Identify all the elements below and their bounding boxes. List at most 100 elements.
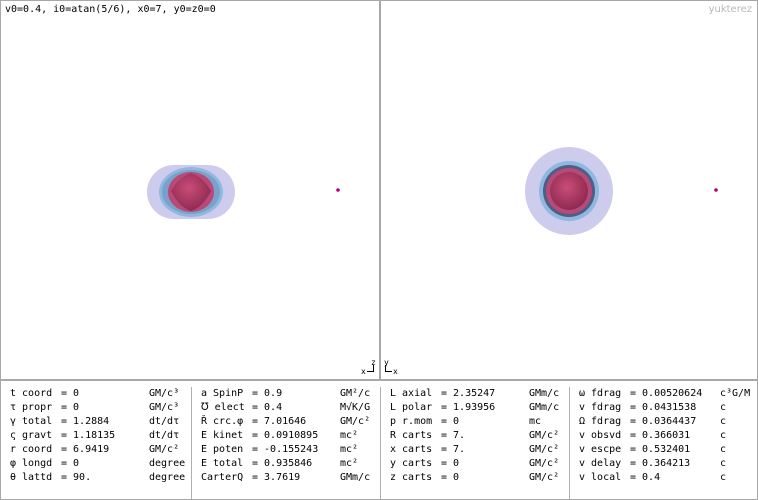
readout-unit: degree <box>149 472 186 483</box>
readout-label: v fdrag <box>579 402 622 413</box>
readout-unit: GM/c³ <box>149 402 180 413</box>
readout-label: ς gravt <box>10 430 53 441</box>
readout-row: t coord = 0 GM/c³ <box>1 387 191 401</box>
readout-label: E kinet <box>201 430 244 441</box>
readout-column-4: ω fdrag = 0.00520624 c³G/M v fdrag = 0.04315… <box>569 387 758 499</box>
axis-label-z: z <box>371 358 376 367</box>
readout-row: v fdrag = 0.0431538 c <box>570 401 758 415</box>
readout-unit: c <box>720 444 727 455</box>
readout-label: ω fdrag <box>579 388 622 399</box>
readout-unit: GMm/c <box>340 472 371 483</box>
readout-unit: M√K/G <box>340 402 371 413</box>
test-particle <box>336 188 340 192</box>
readout-row: v delay = 0.364213 c <box>570 457 758 471</box>
horizontal-divider <box>1 379 757 381</box>
readout-row: x carts = 7. GM/c² <box>381 443 570 457</box>
readout-row: ς gravt = 1.18135 dt/dτ <box>1 429 191 443</box>
readout-value: = 1.93956 <box>441 402 496 413</box>
readout-row: v local = 0.4 c <box>570 471 758 485</box>
readout-unit: mc² <box>340 430 359 441</box>
readout-unit: mc <box>529 416 542 427</box>
readout-row: ℧ elect = 0.4 M√K/G <box>192 401 381 415</box>
watermark: yukterez <box>708 4 752 15</box>
readout-row: Ω fdrag = 0.0364437 c <box>570 415 758 429</box>
readout-unit: GM/c² <box>149 444 180 455</box>
readout-label: φ longd <box>10 458 53 469</box>
readout-value: = 3.7619 <box>252 472 301 483</box>
readout-value: = 1.18135 <box>61 430 116 441</box>
readout-value: = 7. <box>441 430 466 441</box>
readout-row: E poten = -0.155243 mc² <box>192 443 381 457</box>
side-view-xz[interactable]: v0=0.4, i0=atan(5/6), x0=7, y0=z0=0 z x <box>1 1 381 379</box>
readout-label: τ propr <box>10 402 53 413</box>
readout-unit: GM/c³ <box>149 388 180 399</box>
readout-row: φ longd = 0 degree <box>1 457 191 471</box>
readout-label: v delay <box>579 458 622 469</box>
readout-unit: GM/c² <box>529 430 560 441</box>
readout-row: τ propr = 0 GM/c³ <box>1 401 191 415</box>
readout-value: = 0.4 <box>252 402 283 413</box>
readout-unit: c <box>720 472 727 483</box>
readout-value: = 2.35247 <box>441 388 496 399</box>
readout-unit: GMm/c <box>529 388 560 399</box>
readout-value: = 0 <box>61 402 80 413</box>
readout-row: E total = 0.935846 mc² <box>192 457 381 471</box>
top-view-xy[interactable]: yukterez y x <box>381 1 757 379</box>
readout-label: r coord <box>10 444 53 455</box>
readout-label: x carts <box>390 444 433 455</box>
readout-label: θ lattd <box>10 472 53 483</box>
readout-value: = 0.532401 <box>630 444 691 455</box>
side-view-scene <box>147 165 340 219</box>
readout-row: θ lattd = 90. degree <box>1 471 191 485</box>
readout-value: = 0.9 <box>252 388 283 399</box>
readout-unit: GM/c² <box>340 416 371 427</box>
readout-row: L polar = 1.93956 GMm/c <box>381 401 570 415</box>
readout-column-2: a SpinP = 0.9 GM²/c ℧ elect = 0.4 M√K/G Ř crc.… <box>191 387 381 499</box>
readout-value: = 0.0364437 <box>630 416 697 427</box>
readout-value: = -0.155243 <box>252 444 319 455</box>
simulation-parameters: v0=0.4, i0=atan(5/6), x0=7, y0=z0=0 <box>5 4 216 15</box>
readout-unit: dt/dτ <box>149 430 180 441</box>
readout-value: = 0 <box>61 458 80 469</box>
axis-label-x: x <box>393 367 398 376</box>
readout-value: = 0.935846 <box>252 458 313 469</box>
readout-unit: c <box>720 402 727 413</box>
readout-label: γ total <box>10 416 53 427</box>
readout-value: = 0 <box>61 388 80 399</box>
readout-value: = 0.0910895 <box>252 430 319 441</box>
readout-label: a SpinP <box>201 388 244 399</box>
readout-unit: GM/c² <box>529 472 560 483</box>
readout-label: Ω fdrag <box>579 416 622 427</box>
readout-label: t coord <box>10 388 53 399</box>
readout-label: E poten <box>201 444 244 455</box>
readout-unit: mc² <box>340 444 359 455</box>
readout-value: = 6.9419 <box>61 444 110 455</box>
readout-row: ω fdrag = 0.00520624 c³G/M <box>570 387 758 401</box>
readout-row: p r.mom = 0 mc <box>381 415 570 429</box>
readout-label: v obsvd <box>579 430 622 441</box>
readout-value: = 0 <box>441 472 460 483</box>
readout-label: p r.mom <box>390 416 433 427</box>
readout-unit: GMm/c <box>529 402 560 413</box>
readout-value: = 0.366031 <box>630 430 691 441</box>
readout-column-3: L axial = 2.35247 GMm/c L polar = 1.93956 GMm… <box>380 387 570 499</box>
readout-unit: mc² <box>340 458 359 469</box>
readout-unit: GM²/c <box>340 388 371 399</box>
readout-value: = 0.364213 <box>630 458 691 469</box>
readout-value: = 0.00520624 <box>630 388 703 399</box>
readout-column-1: t coord = 0 GM/c³ τ propr = 0 GM/c³ γ total = 1… <box>1 387 191 499</box>
readout-row: Ř crc.φ = 7.01646 GM/c² <box>192 415 381 429</box>
readout-unit: degree <box>149 458 186 469</box>
readout-label: L polar <box>390 402 433 413</box>
axis-glyph <box>367 365 374 372</box>
axis-label-y: y <box>384 358 389 367</box>
readout-label: CarterQ <box>201 472 244 483</box>
readout-row: y carts = 0 GM/c² <box>381 457 570 471</box>
readout-unit: GM/c² <box>529 444 560 455</box>
readout-unit: c³G/M <box>720 388 751 399</box>
top-view-scene <box>525 147 718 235</box>
readout-value: = 0.0431538 <box>630 402 697 413</box>
readout-row: E kinet = 0.0910895 mc² <box>192 429 381 443</box>
test-particle <box>714 188 718 192</box>
